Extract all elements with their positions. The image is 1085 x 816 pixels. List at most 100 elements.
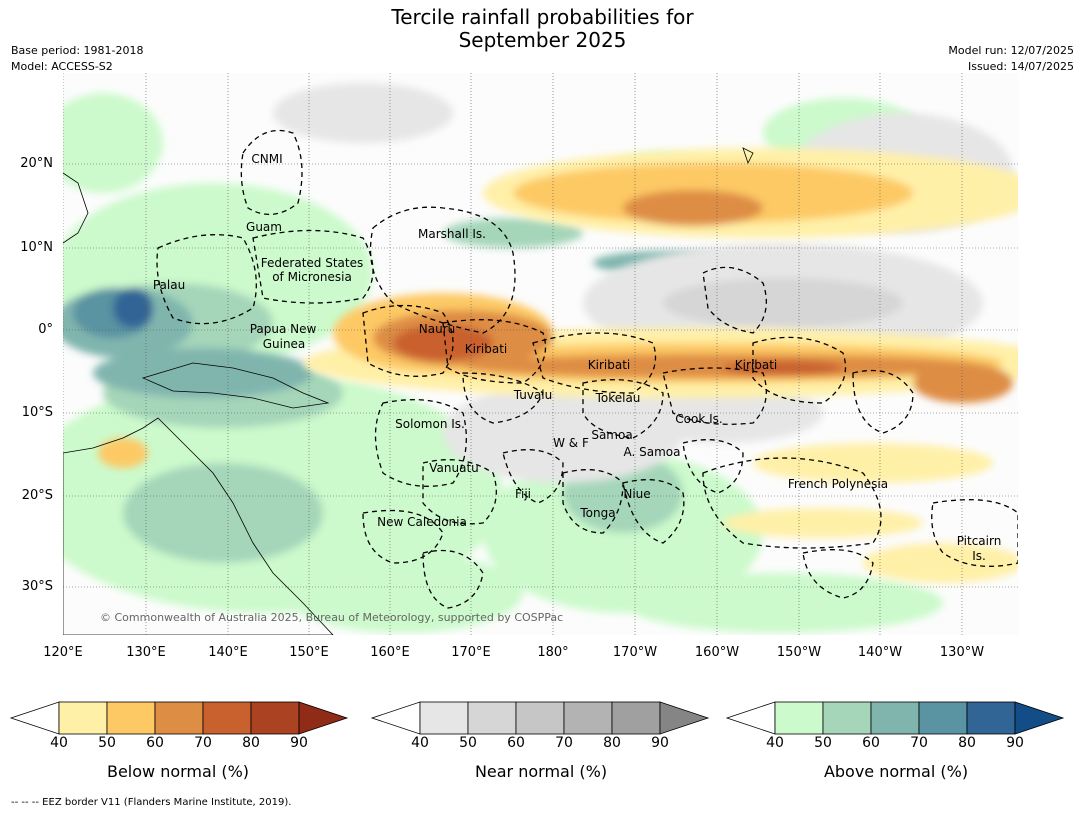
place-label: Tonga (580, 506, 616, 520)
place-label: Vanuatu (429, 461, 479, 475)
place-label: Tokelau (595, 391, 641, 405)
colorbar-title-above: Above normal (%) (823, 762, 969, 781)
lon-tick-label: 180° (537, 645, 569, 660)
colorbar-tick-label: 60 (862, 735, 880, 751)
lon-tick-label: 160°W (694, 645, 740, 660)
colorbar-segment (419, 701, 469, 735)
colorbar-tick-label: 80 (603, 735, 621, 751)
place-label: New Caledonia (377, 515, 467, 529)
place-label: Niue (623, 487, 651, 501)
lon-tick-label: 170°E (451, 645, 491, 660)
colorbar-tick-label: 70 (555, 735, 573, 751)
meta-right: Model run: 12/07/2025 Issued: 14/07/2025 (948, 43, 1074, 75)
colorbar-segment (467, 701, 517, 735)
lat-tick-label: 10°S (21, 405, 53, 420)
title-line-2: September 2025 (458, 28, 627, 52)
place-label: Marshall Is. (418, 227, 486, 241)
colorbar-segment (563, 701, 613, 735)
colorbar-above-normal (725, 701, 1065, 735)
colorbar-tick-label: 70 (194, 735, 212, 751)
lon-tick-label: 150°E (289, 645, 329, 660)
lat-tick-label: 20°N (20, 156, 53, 171)
colorbar-canvas (9, 701, 1065, 735)
place-label: Kiribati (734, 358, 778, 372)
place-label: Guam (246, 220, 282, 234)
colorbar-extend-low (370, 701, 421, 735)
place-label: Kiribati (464, 342, 508, 356)
colorbar-tick-label: 70 (910, 735, 928, 751)
below-normal-areas (98, 148, 1018, 583)
lon-tick-label: 140°E (208, 645, 248, 660)
colorbar-tick-label: 90 (1006, 735, 1024, 751)
colorbar-segment (966, 701, 1016, 735)
place-label: of Micronesia (272, 270, 352, 284)
lat-tick-label: 20°S (21, 488, 53, 503)
place-label: Cook Is. (675, 412, 723, 426)
gridlines (63, 73, 1018, 635)
copyright-notice: © Commonwealth of Australia 2025, Bureau… (100, 611, 563, 624)
place-label: Federated States (260, 256, 364, 270)
colorbar-segment (250, 701, 300, 735)
model-name: Model: ACCESS-S2 (11, 60, 113, 73)
colorbar-tick-label: 80 (958, 735, 976, 751)
eez-footnote: -- -- -- EEZ border V11 (Flanders Marine… (11, 797, 292, 808)
colorbar-tick-label: 90 (290, 735, 308, 751)
colorbar-tick-label: 90 (651, 735, 669, 751)
colorbar-segment (154, 701, 204, 735)
place-label: Solomon Is. (395, 417, 465, 431)
colorbar-tick-label: 60 (507, 735, 525, 751)
colorbar-title-near: Near normal (%) (474, 762, 608, 781)
lon-tick-label: 160°E (370, 645, 410, 660)
colorbar-tick-label: 50 (459, 735, 477, 751)
lon-tick-label: 170°W (612, 645, 658, 660)
colorbar-tick-label: 40 (50, 735, 68, 751)
lon-tick-label: 130°W (939, 645, 985, 660)
lon-tick-label: 140°W (857, 645, 903, 660)
colorbar-extend-high (659, 701, 710, 735)
title-line-1: Tercile rainfall probabilities for (391, 5, 694, 29)
place-label: French Polynesia (787, 477, 889, 491)
place-label: Is. (972, 549, 986, 563)
place-label: Kiribati (587, 358, 631, 372)
colorbar-segment (774, 701, 824, 735)
rainfall-map: © Commonwealth of Australia 2025, Bureau… (63, 73, 1018, 635)
issued-date: Issued: 14/07/2025 (967, 60, 1074, 73)
place-label: Papua New (249, 322, 317, 336)
colorbar-near-normal (370, 701, 710, 735)
place-label: W & F (553, 436, 589, 450)
colorbar-segment (918, 701, 968, 735)
colorbar-extend-low (9, 701, 60, 735)
eez-borders (156, 129, 1018, 609)
colorbar-below-normal (9, 701, 349, 735)
lon-tick-label: 130°E (126, 645, 166, 660)
colorbar-extend-high (1014, 701, 1065, 735)
place-label: Nauru (418, 322, 456, 336)
map-title: Tercile rainfall probabilities for Septe… (0, 6, 1085, 52)
place-label: Guinea (262, 337, 306, 351)
meta-left: Base period: 1981-2018 Model: ACCESS-S2 (11, 43, 143, 75)
model-run: Model run: 12/07/2025 (948, 44, 1074, 57)
land-masses (63, 147, 754, 635)
lat-tick-label: 10°N (20, 240, 53, 255)
colorbar-segment (611, 701, 661, 735)
colorbar-extend-low (725, 701, 776, 735)
place-label: CNMI (251, 152, 283, 166)
colorbar-extend-high (298, 701, 349, 735)
lat-tick-label: 30°S (21, 579, 53, 594)
colorbar-tick-label: 40 (766, 735, 784, 751)
place-label: Tuvalu (513, 388, 553, 402)
place-label: Pitcairn (956, 534, 1002, 548)
colorbar-tick-label: 50 (814, 735, 832, 751)
place-label: A. Samoa (623, 445, 681, 459)
lon-tick-label: 150°W (776, 645, 822, 660)
base-period: Base period: 1981-2018 (11, 44, 144, 57)
place-label: Palau (152, 278, 186, 292)
colorbar-segment (202, 701, 252, 735)
colorbar-segment (515, 701, 565, 735)
colorbar-tick-label: 60 (146, 735, 164, 751)
lon-tick-label: 120°E (43, 645, 83, 660)
colorbar-tick-label: 40 (411, 735, 429, 751)
colorbar-tick-label: 80 (242, 735, 260, 751)
place-label: Fiji (514, 487, 532, 501)
colorbar-segment (106, 701, 156, 735)
